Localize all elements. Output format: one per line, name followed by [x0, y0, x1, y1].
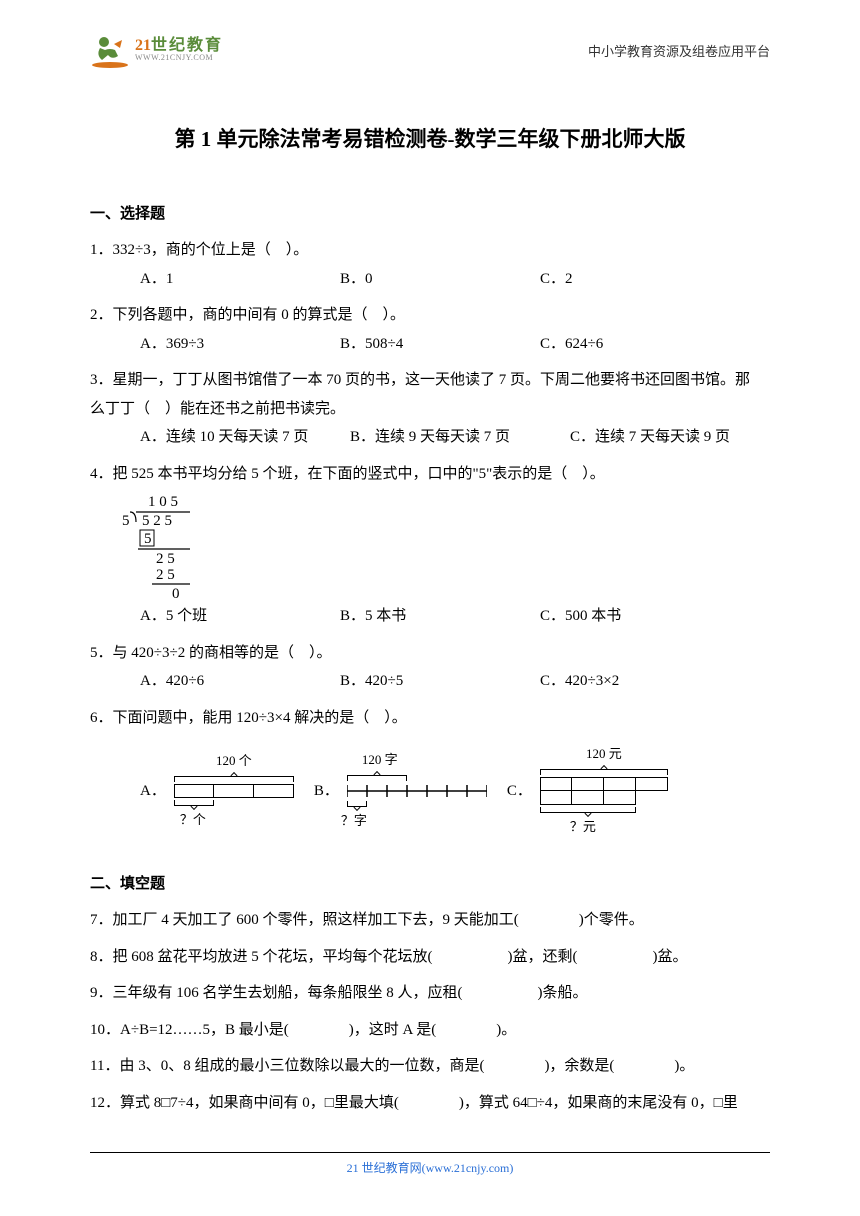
q5-options: A．420÷6 B．420÷5 C．420÷3×2: [90, 667, 770, 696]
q4-text: 4．把 525 本书平均分给 5 个班，在下面的竖式中，口中的"5"表示的是（ …: [90, 460, 770, 489]
section2-heading: 二、填空题: [90, 870, 770, 899]
q6-b-bottom: ？字: [341, 809, 367, 834]
q1-opt-c: C．2: [540, 265, 740, 294]
q6-text: 6．下面问题中，能用 120÷3×4 解决的是（ ）。: [90, 704, 770, 733]
q6-c-label: C．: [507, 777, 532, 806]
number-line-icon: [347, 783, 487, 799]
q6-opt-c: C． 120 元 ？元: [507, 742, 668, 839]
q8: 8．把 608 盆花平均放进 5 个花坛，平均每个花坛放( )盆，还剩( )盆。: [90, 943, 770, 972]
q5-opt-a: A．420÷6: [140, 667, 340, 696]
page-title: 第 1 单元除法常考易错检测卷-数学三年级下册北师大版: [90, 120, 770, 160]
q6-opt-a: A． 120 个 ？个: [140, 749, 294, 832]
q6-options: A． 120 个 ？个 B． 120 字: [90, 742, 770, 839]
q4-opt-c: C．500 本书: [540, 602, 740, 631]
ld-step3: 2 5: [156, 567, 175, 583]
q6-opt-b: B． 120 字 ？: [314, 748, 487, 833]
q3: 3．星期一，丁丁从图书馆借了一本 70 页的书，这一天他读了 7 页。下周二他要…: [90, 366, 770, 452]
page-header: 21世纪教育 WWW.21CNJY.COM 中小学教育资源及组卷应用平台: [0, 0, 860, 80]
q1: 1．332÷3，商的个位上是（ ）。 A．1 B．0 C．2: [90, 236, 770, 293]
q5-text: 5．与 420÷3÷2 的商相等的是（ ）。: [90, 639, 770, 668]
long-division-diagram: 1 0 5 5 5 2 5 5 2 5 2 5 0: [110, 492, 200, 602]
logo-prefix: 21: [135, 37, 151, 54]
q5-opt-b: B．420÷5: [340, 667, 540, 696]
q3-opt-a: A．连续 10 天每天读 7 页: [140, 423, 350, 452]
q6: 6．下面问题中，能用 120÷3×4 解决的是（ ）。 A． 120 个 ？个: [90, 704, 770, 840]
q6-b-label: B．: [314, 777, 339, 806]
page-footer: 21 世纪教育网(www.21cnjy.com): [90, 1152, 770, 1176]
header-right-text: 中小学教育资源及组卷应用平台: [588, 41, 770, 60]
q4-options: A．5 个班 B．5 本书 C．500 本书: [90, 602, 770, 631]
q3-line2: 么丁丁（ ）能在还书之前把书读完。: [90, 395, 770, 424]
q2-opt-c: C．624÷6: [540, 330, 740, 359]
logo-sub-text: WWW.21CNJY.COM: [135, 54, 223, 62]
q12: 12．算式 8□7÷4，如果商中间有 0，□里最大填( )，算式 64□÷4，如…: [90, 1089, 770, 1118]
q5-opt-c: C．420÷3×2: [540, 667, 740, 696]
ld-quotient: 1 0 5: [148, 494, 178, 510]
q5: 5．与 420÷3÷2 的商相等的是（ ）。 A．420÷6 B．420÷5 C…: [90, 639, 770, 696]
ld-step1: 5: [144, 531, 152, 547]
q7: 7．加工厂 4 天加工了 600 个零件，照这样加工下去，9 天能加工( )个零…: [90, 906, 770, 935]
logo-icon: [90, 30, 130, 70]
q3-opt-b: B．连续 9 天每天读 7 页: [350, 423, 570, 452]
q3-opt-c: C．连续 7 天每天读 9 页: [570, 423, 730, 452]
q4-opt-b: B．5 本书: [340, 602, 540, 631]
q2-opt-b: B．508÷4: [340, 330, 540, 359]
q1-opt-a: A．1: [140, 265, 340, 294]
q6-a-bottom: ？个: [180, 808, 206, 833]
q6-c-top: 120 元: [586, 742, 622, 767]
q6-a-diagram: 120 个 ？个: [174, 749, 294, 832]
q4: 4．把 525 本书平均分给 5 个班，在下面的竖式中，口中的"5"表示的是（ …: [90, 460, 770, 631]
q11: 11．由 3、0、8 组成的最小三位数除以最大的一位数，商是( )，余数是( )…: [90, 1052, 770, 1081]
q2-options: A．369÷3 B．508÷4 C．624÷6: [90, 330, 770, 359]
q2: 2．下列各题中，商的中间有 0 的算式是（ ）。 A．369÷3 B．508÷4…: [90, 301, 770, 358]
q2-opt-a: A．369÷3: [140, 330, 340, 359]
logo-text: 21世纪教育 WWW.21CNJY.COM: [135, 38, 223, 62]
q1-text: 1．332÷3，商的个位上是（ ）。: [90, 236, 770, 265]
section1-heading: 一、选择题: [90, 200, 770, 229]
q6-a-label: A．: [140, 777, 166, 806]
q6-b-diagram: 120 字 ？字: [347, 748, 487, 833]
q6-b-top: 120 字: [362, 748, 398, 773]
content-area: 第 1 单元除法常考易错检测卷-数学三年级下册北师大版 一、选择题 1．332÷…: [0, 80, 860, 1117]
q10: 10．A÷B=12……5，B 最小是( )，这时 A 是( )。: [90, 1016, 770, 1045]
ld-dividend: 5 2 5: [142, 513, 172, 529]
ld-step2: 2 5: [156, 551, 175, 567]
q6-c-diagram: 120 元 ？元: [540, 742, 668, 839]
ld-divisor: 5: [122, 513, 130, 529]
q1-opt-b: B．0: [340, 265, 540, 294]
logo-main-text: 世纪教育: [151, 37, 223, 54]
q3-line1: 3．星期一，丁丁从图书馆借了一本 70 页的书，这一天他读了 7 页。下周二他要…: [90, 366, 770, 395]
q1-options: A．1 B．0 C．2: [90, 265, 770, 294]
q3-options: A．连续 10 天每天读 7 页 B．连续 9 天每天读 7 页 C．连续 7 …: [90, 423, 770, 452]
q6-a-top: 120 个: [216, 749, 252, 774]
q2-text: 2．下列各题中，商的中间有 0 的算式是（ ）。: [90, 301, 770, 330]
ld-step4: 0: [172, 586, 180, 602]
q4-opt-a: A．5 个班: [140, 602, 340, 631]
logo: 21世纪教育 WWW.21CNJY.COM: [90, 30, 223, 70]
q9: 9．三年级有 106 名学生去划船，每条船限坐 8 人，应租( )条船。: [90, 979, 770, 1008]
q6-c-bottom: ？元: [570, 815, 596, 840]
